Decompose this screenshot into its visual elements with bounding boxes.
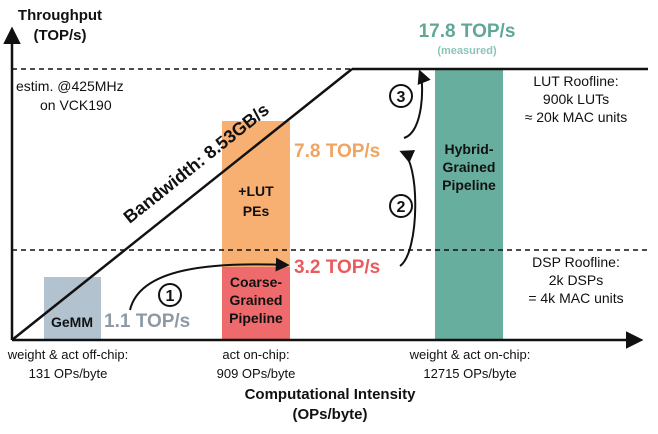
bar-lutpe-label-line2: PEs [243,203,270,219]
bar-coarse-label-line3: Pipeline [229,310,283,326]
step2-number: 2 [397,199,406,216]
lut-roofline-line3: ≈ 20k MAC units [525,109,628,125]
bar-gemm-label: GeMM [51,314,93,330]
x-tick-actonchip-line1: act on-chip: [222,347,289,362]
x-tick-actonchip-line2: 909 OPs/byte [217,366,296,381]
value-coarse: 3.2 TOP/s [294,257,380,278]
estim-note-line1: estim. @425MHz [16,78,124,94]
step1-circle [158,283,182,307]
step2-arrow [399,150,417,267]
step3-circle [389,84,413,108]
bar-hybrid-label-line2: Grained [443,159,496,175]
x-tick-allonchip-line1: weight & act on-chip: [409,347,531,362]
step1-number: 1 [166,288,175,305]
x-axis-label-line2: (OPs/byte) [292,406,367,423]
bar-coarse-label-line1: Coarse- [230,274,282,290]
step1-arrow [129,257,290,311]
dsp-roofline-line3: = 4k MAC units [528,290,623,306]
y-axis-label-line1: Throughput [18,7,102,24]
value-hybrid-measured: (measured) [437,45,497,57]
step3-number: 3 [397,89,406,106]
bar-hybrid [435,69,503,340]
value-hybrid: 17.8 TOP/s [419,21,516,42]
x-tick-offchip-line2: 131 OPs/byte [29,366,108,381]
x-tick-offchip-line1: weight & act off-chip: [7,347,128,362]
value-lutpe: 7.8 TOP/s [294,141,380,162]
step3-arrow [403,69,431,139]
x-axis-label-line1: Computational Intensity [245,386,416,403]
dsp-roofline-line1: DSP Roofline: [532,254,620,270]
x-tick-allonchip-line2: 12715 OPs/byte [423,366,516,381]
bar-coarse-label-line2: Grained [230,292,283,308]
step2-circle [389,194,413,218]
y-axis-label-line2: (TOP/s) [33,27,86,44]
bar-hybrid-label-line1: Hybrid- [445,141,494,157]
estim-note-line2: on VCK190 [40,97,112,113]
bandwidth-slope [11,68,353,341]
bar-coarse [222,267,290,340]
lut-roofline-line2: 900k LUTs [543,91,609,107]
bar-hybrid-label-line3: Pipeline [442,177,496,193]
value-gemm: 1.1 TOP/s [104,311,190,332]
lut-roofline-line1: LUT Roofline: [533,73,618,89]
bar-lutpe-label-line1: +LUT [238,183,274,199]
dsp-roofline-line2: 2k DSPs [549,272,603,288]
